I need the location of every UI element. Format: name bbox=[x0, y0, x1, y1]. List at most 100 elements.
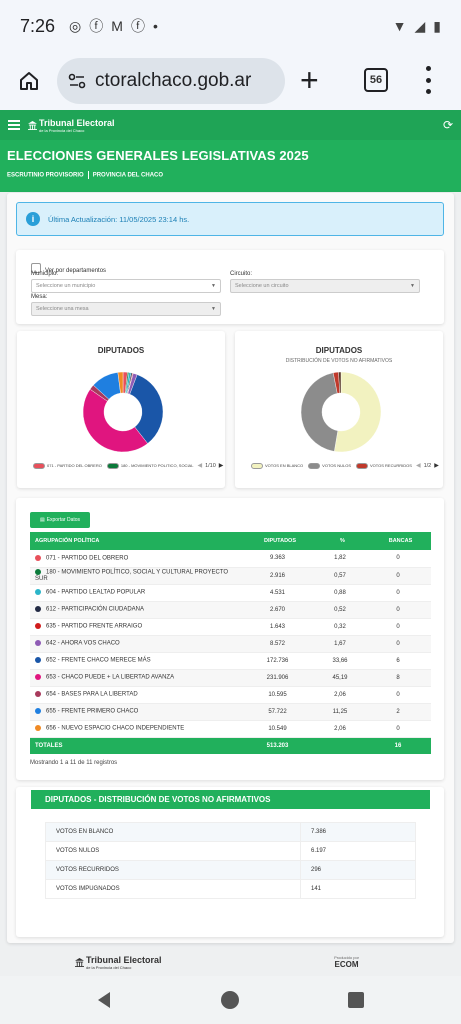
circuito-select[interactable]: Seleccione un circuito ▼ bbox=[230, 279, 420, 293]
party-name: 653 - CHACO PUEDE + LA LIBERTAD AVANZA bbox=[46, 674, 175, 681]
col-agrupacion[interactable]: AGRUPACIÓN POLÍTICA bbox=[30, 532, 240, 550]
pct-cell: 0,52 bbox=[315, 601, 365, 619]
breadcrumb-scrutiny: ESCRUTINIO PROVISORIO bbox=[7, 172, 84, 179]
seats-cell: 8 bbox=[365, 669, 431, 687]
legend-item-nulos[interactable]: VOTOS NULOS bbox=[322, 463, 351, 468]
pie-slice-1[interactable] bbox=[334, 371, 382, 453]
address-bar[interactable]: ctoralchaco.gob.ar bbox=[57, 58, 285, 104]
party-cell: 652 - FRENTE CHACO MERECE MÁS bbox=[30, 652, 240, 670]
legend-next-icon[interactable]: ▶ bbox=[434, 463, 439, 469]
tab-switcher-button[interactable]: 56 bbox=[364, 68, 388, 92]
table-header-row: AGRUPACIÓN POLÍTICA DIPUTADOS % BANCAS bbox=[30, 532, 431, 550]
party-name: 652 - FRENTE CHACO MERECE MÁS bbox=[46, 657, 151, 664]
party-color-dot bbox=[35, 569, 41, 576]
party-name: 642 - AHORA VOS CHACO bbox=[46, 640, 120, 647]
non-affirmative-title: DIPUTADOS - DISTRIBUCIÓN DE VOTOS NO AFI… bbox=[31, 790, 430, 809]
municipio-label: Municipio: bbox=[31, 271, 59, 277]
refresh-icon[interactable]: ⟳ bbox=[442, 118, 453, 132]
legend-item-recurridos[interactable]: VOTOS RECURRIDOS bbox=[370, 463, 412, 468]
update-alert: i Última Actualización: 11/05/2025 23:14… bbox=[16, 202, 444, 236]
home-circle-icon[interactable] bbox=[220, 990, 240, 1010]
legend-swatch bbox=[356, 462, 368, 469]
party-name: 635 - PARTIDO FRENTE ARRAIGO bbox=[46, 623, 143, 630]
hamburger-menu-icon[interactable] bbox=[8, 120, 20, 130]
party-color-dot bbox=[35, 554, 41, 561]
results-table: AGRUPACIÓN POLÍTICA DIPUTADOS % BANCAS 0… bbox=[30, 532, 431, 754]
pct-cell: 0,88 bbox=[315, 584, 365, 602]
table-row: 635 - PARTIDO FRENTE ARRAIGO 1.643 0,32 0 bbox=[30, 618, 431, 636]
pie-slice-11[interactable] bbox=[117, 371, 124, 394]
table-row: 656 - NUEVO ESPACIO CHACO INDEPENDIENTE 1… bbox=[30, 720, 431, 738]
party-name: 656 - NUEVO ESPACIO CHACO INDEPENDIENTE bbox=[46, 725, 185, 732]
legend-prev-icon[interactable]: ◀ bbox=[415, 463, 421, 469]
party-cell: 604 - PARTIDO LEALTAD POPULAR bbox=[30, 584, 240, 602]
votes-cell: 2.916 bbox=[240, 567, 315, 585]
mesa-label: Mesa: bbox=[31, 294, 48, 300]
mesa-select[interactable]: Seleccione una mesa ▼ bbox=[31, 302, 221, 316]
table-totals-row: TOTALES 513.203 16 bbox=[30, 737, 431, 754]
col-bancas[interactable]: BANCAS bbox=[365, 532, 431, 550]
party-color-dot bbox=[35, 606, 41, 613]
non-affirmative-table: VOTOS EN BLANCO 7.386 VOTOS NULOS 6.197 VOTO… bbox=[45, 822, 416, 899]
browser-menu-button[interactable] bbox=[425, 66, 431, 94]
votes-cell: 231.906 bbox=[240, 669, 315, 687]
nonaff-value: 296 bbox=[300, 860, 416, 880]
table-row: 652 - FRENTE CHACO MERECE MÁS 172.736 33,6… bbox=[30, 652, 431, 670]
recents-square-icon[interactable] bbox=[347, 991, 365, 1009]
chevron-down-icon: ▼ bbox=[211, 283, 216, 289]
back-button-icon[interactable] bbox=[94, 990, 114, 1010]
site-navbar: Tribunal Electoral de la Provincia del C… bbox=[0, 110, 461, 140]
votes-cell: 57.722 bbox=[240, 703, 315, 721]
export-data-button[interactable]: ▤ Exportar Datos bbox=[30, 512, 90, 528]
pie-slice-4[interactable] bbox=[338, 371, 342, 394]
col-diputados[interactable]: DIPUTADOS bbox=[240, 532, 315, 550]
legend-pager: 1/2 bbox=[423, 462, 432, 469]
pie-slice-2[interactable] bbox=[300, 372, 339, 452]
legend-item-2[interactable]: 180 - MOVIMIENTO POLITICO, SOCIAL bbox=[120, 463, 194, 468]
update-alert-text: Última Actualización: 11/05/2025 23:14 h… bbox=[48, 214, 190, 224]
pie-slice-8[interactable] bbox=[82, 388, 148, 453]
table-row: 642 - AHORA VOS CHACO 8.572 1,67 0 bbox=[30, 635, 431, 653]
legend-next-icon[interactable]: ▶ bbox=[218, 463, 224, 469]
table-row: 653 - CHACO PUEDE + LA LIBERTAD AVANZA 23… bbox=[30, 669, 431, 687]
legend-swatch bbox=[33, 462, 45, 469]
legend-pager: 1/10 bbox=[205, 462, 216, 469]
dept-checkbox[interactable] bbox=[31, 262, 41, 273]
totals-votes: 513.203 bbox=[240, 737, 315, 754]
legend-item-1[interactable]: 071 - PARTIDO DEL OBRERO bbox=[47, 463, 102, 468]
party-color-dot bbox=[35, 725, 41, 732]
status-bar: 7:26 ◎ ⓕ M ⓕ • ▼ ◢ ▮ bbox=[0, 0, 461, 52]
new-tab-button[interactable]: + bbox=[300, 62, 319, 98]
votes-cell: 8.572 bbox=[240, 635, 315, 653]
instagram-icon: ◎ bbox=[69, 17, 82, 34]
legend-item-blanco[interactable]: VOTOS EN BLANCO bbox=[265, 463, 304, 468]
browser-toolbar: ctoralchaco.gob.ar + 56 bbox=[0, 52, 461, 110]
nonaff-label: VOTOS EN BLANCO bbox=[45, 822, 301, 842]
home-button[interactable] bbox=[14, 66, 44, 96]
legend-swatch bbox=[308, 462, 321, 469]
col-pct[interactable]: % bbox=[315, 532, 365, 550]
facebook-icon-2: ⓕ bbox=[130, 18, 145, 34]
list-item: VOTOS IMPUGNADOS 141 bbox=[45, 879, 416, 899]
table-row: 180 - MOVIMIENTO POLÍTICO, SOCIAL Y CULT… bbox=[30, 567, 431, 585]
party-cell: 612 - PARTICIPACIÓN CIUDADANA bbox=[30, 601, 240, 619]
seats-cell: 0 bbox=[365, 635, 431, 653]
dept-checkbox-label: Ver por departamentos bbox=[45, 268, 107, 274]
dept-checkbox-row[interactable]: Ver por departamentos bbox=[31, 259, 106, 277]
municipio-select[interactable]: Seleccione un municipio ▼ bbox=[31, 279, 221, 293]
chart1-legend: 071 - PARTIDO DEL OBRERO 180 - MOVIMIENT… bbox=[33, 462, 223, 469]
chevron-down-icon: ▼ bbox=[211, 306, 216, 312]
party-color-dot bbox=[35, 708, 41, 715]
party-name: 180 - MOVIMIENTO POLÍTICO, SOCIAL Y CULT… bbox=[35, 569, 229, 582]
chart-card-diputados: DIPUTADOS 071 - PARTIDO DEL OBRERO 180 -… bbox=[17, 331, 225, 488]
party-cell: 635 - PARTIDO FRENTE ARRAIGO bbox=[30, 618, 240, 636]
party-color-dot bbox=[35, 691, 41, 698]
web-page: Tribunal Electoral de la Provincia del C… bbox=[0, 110, 461, 948]
chart1-title: DIPUTADOS bbox=[97, 346, 145, 355]
site-settings-icon[interactable] bbox=[67, 71, 87, 91]
breadcrumb-province: PROVINCIA DEL CHACO bbox=[92, 172, 164, 179]
list-item: VOTOS NULOS 6.197 bbox=[45, 841, 416, 861]
brand-logo[interactable]: Tribunal Electoral de la Provincia del C… bbox=[39, 117, 115, 133]
legend-prev-icon[interactable]: ◀ bbox=[197, 463, 203, 469]
donut-chart-no-afirmativos bbox=[300, 371, 382, 453]
